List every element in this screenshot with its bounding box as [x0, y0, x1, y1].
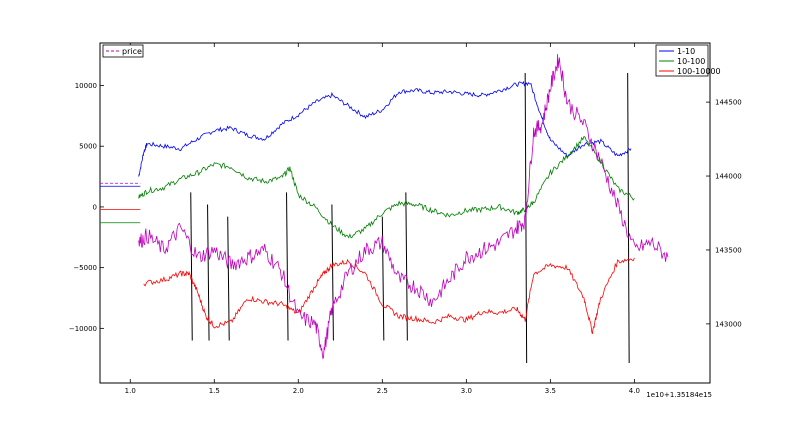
- series-line-1-10: [138, 80, 632, 177]
- right-y-tick-label: 143000: [715, 320, 742, 328]
- legend-series: 1-10 10-100 100-10000: [655, 44, 721, 77]
- right-y-tick-labels: 144500 144000 143500 143000: [715, 99, 742, 329]
- x-tick-label: 1.5: [209, 387, 220, 395]
- series-line-100-10000: [143, 257, 635, 335]
- legend-price: price: [102, 44, 144, 58]
- x-tick-label: 3.0: [461, 387, 472, 395]
- left-y-tick-label: −5000: [73, 264, 97, 272]
- vertical-marker-line: [627, 72, 630, 364]
- x-tick-label: 2.0: [293, 387, 304, 395]
- plot-frame: [99, 42, 711, 384]
- x-tick-label: 2.5: [377, 387, 388, 395]
- right-y-tick-label: 144000: [715, 173, 742, 181]
- vertical-marker-line: [227, 216, 230, 341]
- vertical-marker-line: [190, 192, 193, 341]
- legend-label-100-10000: 100-10000: [677, 67, 721, 76]
- vertical-marker-line: [286, 192, 289, 341]
- right-y-tick-label: 143500: [715, 246, 742, 254]
- legend-price-label: price: [122, 47, 142, 56]
- vertical-marker-line: [381, 216, 385, 341]
- left-y-tick-label: 10000: [75, 82, 97, 90]
- series-line-price: [138, 54, 669, 360]
- vertical-marker-line: [331, 204, 334, 341]
- series-layer: [100, 54, 669, 360]
- left-y-tick-label: 5000: [79, 143, 97, 151]
- x-tick-label: 4.0: [629, 387, 640, 395]
- left-y-tick-label: 0: [93, 203, 97, 211]
- x-tick-labels: 1.0 1.5 2.0 2.5 3.0 3.5 4.0: [125, 387, 640, 395]
- tick-marks: [100, 43, 710, 383]
- legend-price-box: [102, 44, 144, 58]
- legend-label-10-100: 10-100: [677, 57, 705, 66]
- left-y-tick-labels: 10000 5000 0 −5000 −10000: [69, 82, 97, 333]
- legend-label-1-10: 1-10: [677, 47, 695, 56]
- right-y-tick-label: 144500: [715, 99, 742, 107]
- x-tick-label: 1.0: [125, 387, 136, 395]
- left-y-tick-label: −10000: [69, 325, 97, 333]
- x-offset-label: 1e10+1.35184e15: [646, 391, 712, 399]
- x-tick-label: 3.5: [545, 387, 556, 395]
- series-line-10-100: [138, 135, 635, 239]
